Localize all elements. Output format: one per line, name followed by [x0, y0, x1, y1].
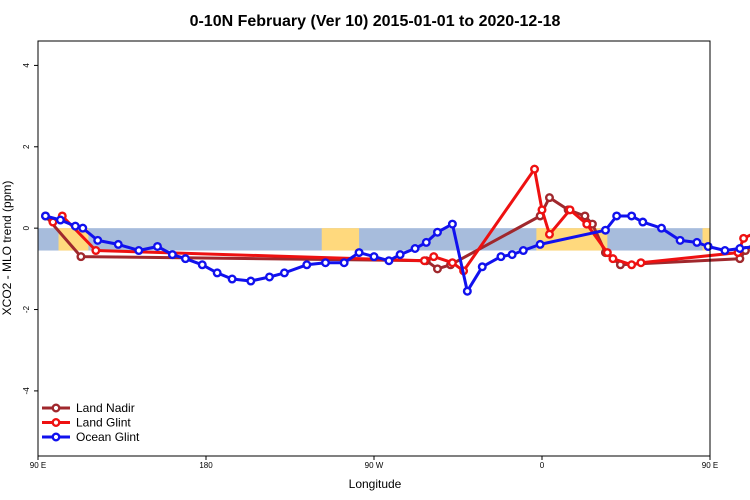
x-tick-label: 90 E: [702, 461, 718, 470]
ocean-glint-point: [279, 268, 289, 278]
legend-label-land-glint: Land Glint: [76, 416, 131, 430]
land-glint-point: [544, 229, 554, 239]
x-tick-label: 90 W: [365, 461, 384, 470]
ocean-glint-point: [518, 246, 528, 256]
ocean-glint-point: [70, 221, 80, 231]
land-nadir-point: [432, 264, 442, 274]
ocean-glint-point: [40, 211, 50, 221]
ocean-glint-point: [535, 239, 545, 249]
land-nadir-point: [580, 211, 590, 221]
legend-label-ocean-glint: Ocean Glint: [76, 430, 140, 444]
land-glint-point: [530, 164, 540, 174]
land-glint-point: [602, 248, 612, 258]
ocean-glint-point: [78, 223, 88, 233]
land-glint-point: [429, 252, 439, 262]
land-nadir-point: [544, 193, 554, 203]
land-glint-line: [52, 167, 750, 273]
legend-label-land-nadir: Land Nadir: [76, 401, 135, 415]
ocean-glint-point: [55, 215, 65, 225]
ocean-glint-point: [246, 276, 256, 286]
y-tick-label: -4: [22, 387, 31, 395]
ocean-glint-point: [354, 248, 364, 258]
ocean-glint-point: [197, 260, 207, 270]
ocean-glint-point: [462, 286, 472, 296]
y-tick-label: -2: [22, 305, 31, 313]
ocean-glint-point: [167, 250, 177, 260]
ocean-glint-point: [421, 237, 431, 247]
ocean-glint-point: [339, 258, 349, 268]
ocean-glint-point: [113, 239, 123, 249]
ocean-glint-point: [264, 272, 274, 282]
ocean-glint-point: [735, 243, 745, 253]
land-nadir-point: [76, 252, 86, 262]
land-glint-point: [582, 219, 592, 229]
legend-marker-land-glint: [51, 418, 61, 428]
ocean-glint-point: [692, 237, 702, 247]
ocean-glint-point: [212, 268, 222, 278]
land-glint-point: [627, 260, 637, 270]
x-tick-label: 180: [199, 461, 213, 470]
land-glint-point: [447, 258, 457, 268]
y-tick-label: 4: [22, 63, 31, 68]
x-tick-label: 90 E: [30, 461, 46, 470]
land-region: [702, 228, 710, 251]
ocean-glint-point: [227, 274, 237, 284]
land-glint-point: [636, 258, 646, 268]
ocean-glint-point: [134, 246, 144, 256]
y-axis-label: XCO2 - MLO trend (ppm): [0, 181, 14, 316]
ocean-glint-point: [395, 250, 405, 260]
land-glint-point: [91, 246, 101, 256]
ocean-glint-point: [93, 235, 103, 245]
y-tick-label: 2: [22, 144, 31, 149]
ocean-glint-point: [612, 211, 622, 221]
ocean-glint-point: [152, 241, 162, 251]
ocean-glint-point: [447, 219, 457, 229]
ocean-glint-point: [320, 258, 330, 268]
ocean-glint-point: [410, 243, 420, 253]
ocean-glint-point: [675, 235, 685, 245]
ocean-glint-point: [477, 262, 487, 272]
series-layer: [40, 164, 750, 296]
legend-marker-land-nadir: [51, 403, 61, 413]
ocean-glint-point: [384, 256, 394, 266]
ocean-glint-point: [496, 252, 506, 262]
land-glint-point: [537, 205, 547, 215]
ocean-glint-point: [507, 250, 517, 260]
ocean-glint-point: [600, 225, 610, 235]
y-tick-label: 0: [22, 225, 31, 230]
ocean-glint-point: [302, 260, 312, 270]
x-tick-label: 0: [540, 461, 545, 470]
y-axis: 4 2 0 -2 -4: [22, 63, 38, 395]
ocean-glint-point: [180, 254, 190, 264]
land-glint-point: [739, 233, 749, 243]
land-region: [321, 228, 360, 251]
ocean-glint-point: [656, 223, 666, 233]
ocean-glint-point: [720, 246, 730, 256]
ocean-glint-point: [432, 227, 442, 237]
legend-marker-ocean-glint: [51, 432, 61, 442]
x-axis-label: Longitude: [349, 477, 402, 491]
land-glint-point: [419, 256, 429, 266]
ocean-glint-point: [627, 211, 637, 221]
ocean-glint-point: [369, 252, 379, 262]
land-glint-point: [565, 205, 575, 215]
land-glint-point: [608, 254, 618, 264]
ocean-glint-point: [638, 217, 648, 227]
chart-title: 0-10N February (Ver 10) 2015-01-01 to 20…: [190, 13, 561, 30]
